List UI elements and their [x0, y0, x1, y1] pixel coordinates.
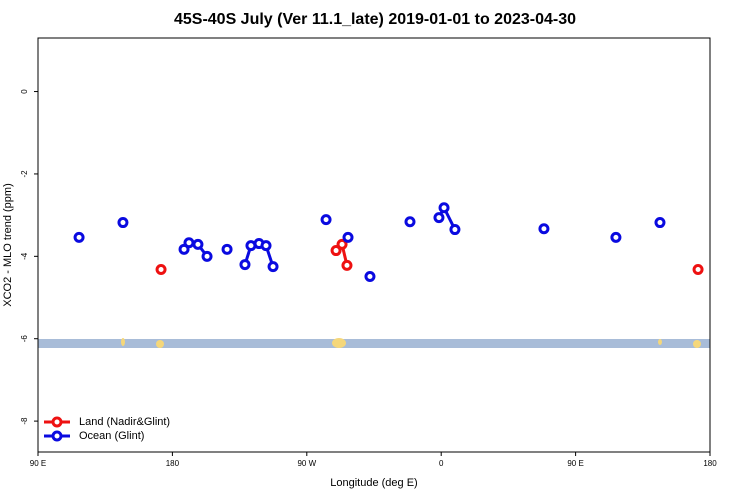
point	[330, 245, 342, 257]
x-tick-label: 90 W	[297, 459, 316, 468]
point	[239, 259, 251, 271]
y-tick-label: -8	[20, 417, 29, 425]
point	[183, 237, 195, 249]
point	[438, 202, 450, 214]
y-tick-label: 0	[20, 89, 29, 94]
map-strip	[38, 338, 710, 348]
x-tick-label: 180	[166, 459, 180, 468]
legend-label: Land (Nadir&Glint)	[79, 416, 170, 428]
y-axis-label: XCO2 - MLO trend (ppm)	[2, 183, 14, 306]
x-tick-label: 180	[703, 459, 717, 468]
x-tick-label: 90 E	[567, 459, 583, 468]
point	[201, 250, 213, 262]
plot-frame	[37, 37, 711, 453]
point	[117, 217, 129, 229]
point	[538, 223, 550, 235]
point	[260, 240, 272, 252]
point	[73, 231, 85, 243]
point	[449, 224, 461, 236]
point	[433, 212, 445, 224]
point	[342, 231, 354, 243]
point	[610, 231, 622, 243]
legend-marker	[51, 416, 63, 428]
y-tick-label: -4	[20, 252, 29, 260]
point	[692, 264, 704, 276]
point	[341, 259, 353, 271]
point	[404, 216, 416, 228]
point	[192, 238, 204, 250]
point	[364, 271, 376, 283]
chart-title: 45S-40S July (Ver 11.1_late) 2019-01-01 …	[174, 11, 576, 28]
x-tick-label: 90 E	[30, 459, 46, 468]
y-tick-label: -2	[20, 170, 29, 178]
point	[155, 264, 167, 276]
x-axis-label: Longitude (deg E)	[330, 477, 417, 489]
point	[336, 238, 348, 250]
series-line	[184, 208, 660, 267]
point	[320, 214, 332, 226]
y-tick-label: -6	[20, 335, 29, 343]
series-line	[336, 244, 698, 269]
x-tick-label: 0	[439, 459, 444, 468]
legend-label: Ocean (Glint)	[79, 430, 144, 442]
point	[654, 217, 666, 229]
legend-marker	[51, 430, 63, 442]
point	[221, 243, 233, 255]
point	[267, 261, 279, 273]
